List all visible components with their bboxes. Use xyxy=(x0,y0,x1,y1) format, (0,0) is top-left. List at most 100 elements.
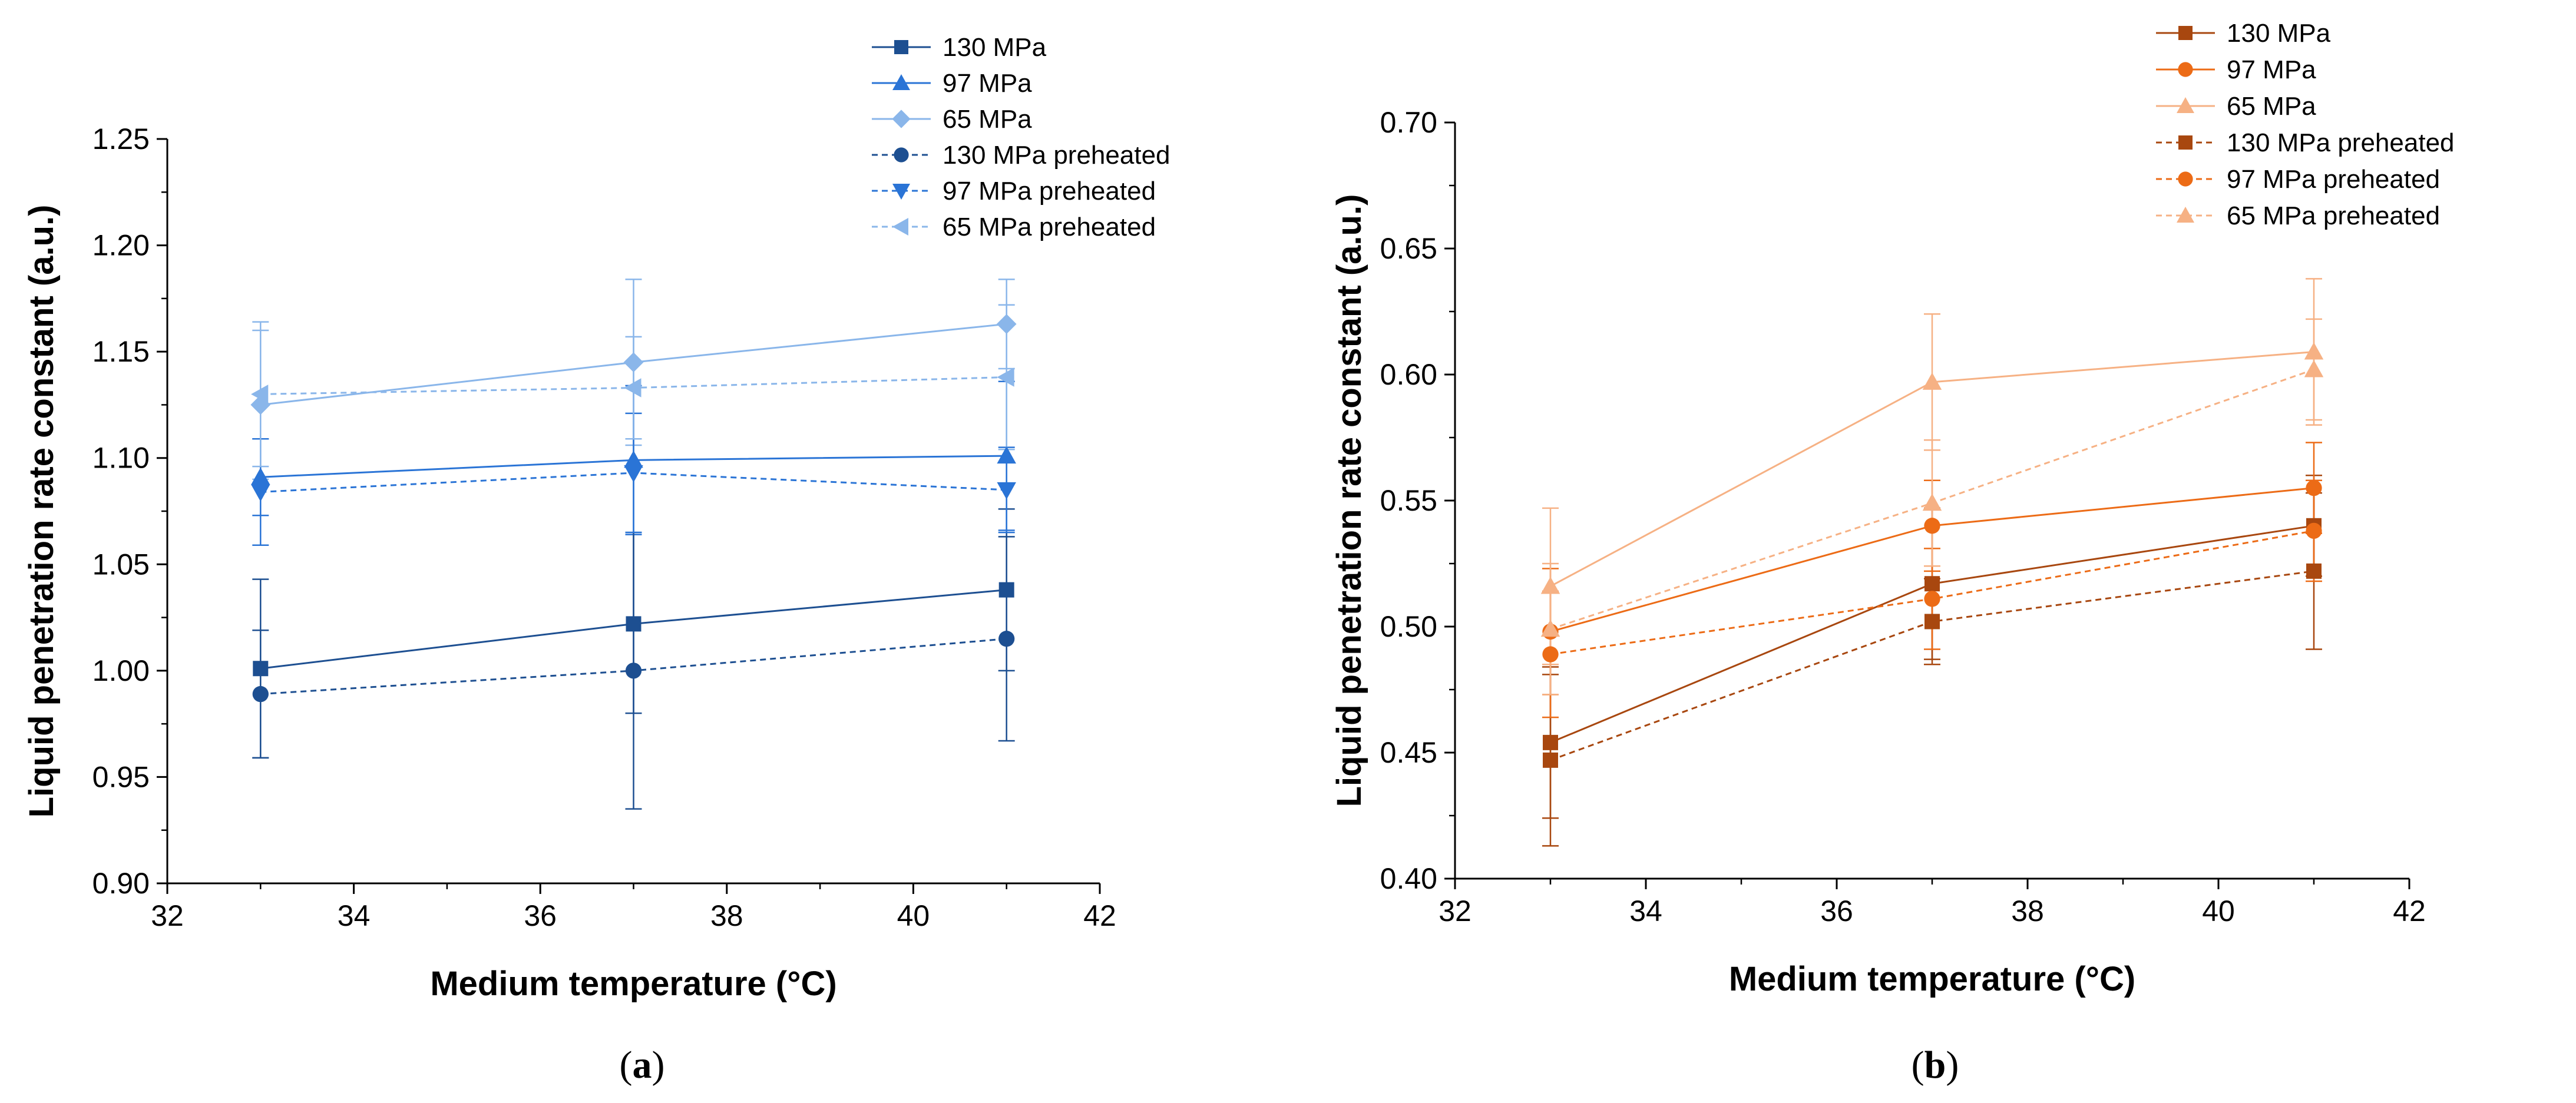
y-tick-label: 1.15 xyxy=(92,335,150,368)
legend-marker xyxy=(894,40,908,54)
y-tick-label: 0.45 xyxy=(1380,736,1437,769)
y-axis-title-b: Liquid penetration rate constant (a.u.) xyxy=(1330,194,1368,807)
data-point xyxy=(998,582,1014,598)
data-point xyxy=(253,661,269,677)
legend-marker xyxy=(2177,97,2194,113)
y-tick-label: 0.50 xyxy=(1380,610,1437,643)
data-point xyxy=(2306,479,2322,496)
legend-label: 65 MPa xyxy=(943,105,1032,134)
x-tick-label: 38 xyxy=(2011,895,2044,928)
y-tick-label: 1.00 xyxy=(92,654,150,687)
x-tick-label: 36 xyxy=(1820,895,1853,928)
y-tick-label: 0.70 xyxy=(1380,106,1437,139)
legend-marker xyxy=(894,147,909,163)
x-tick-label: 42 xyxy=(1083,899,1116,932)
legend-label: 97 MPa preheated xyxy=(943,177,1156,206)
legend-label: 97 MPa xyxy=(2227,55,2316,84)
data-point xyxy=(1924,518,1940,534)
panel-label-a: (a) xyxy=(620,1044,665,1087)
data-point xyxy=(997,367,1014,387)
x-tick-label: 32 xyxy=(1439,895,1471,928)
legend-label: 97 MPa xyxy=(943,69,1032,98)
legend-marker xyxy=(2178,62,2193,77)
data-point xyxy=(996,314,1017,334)
y-tick-label: 0.40 xyxy=(1380,862,1437,895)
chart-panel-b: 130 MPa 97 MPa 65 MPa 130 MPa preheated 97 M… xyxy=(1330,19,2455,1087)
y-ticks-b: 0.40 0.45 0.50 0.55 0.60 0.65 0.70 xyxy=(1380,106,1455,895)
data-point xyxy=(251,385,269,404)
data-point xyxy=(2304,342,2324,360)
data-point xyxy=(1543,752,1558,768)
legend-marker xyxy=(892,184,910,200)
legend-marker xyxy=(892,110,911,128)
data-point xyxy=(1543,734,1558,750)
data-point xyxy=(1924,576,1940,592)
legend-label: 65 MPa xyxy=(2227,92,2316,121)
y-tick-label: 1.05 xyxy=(92,548,150,581)
legend-marker xyxy=(2178,26,2193,40)
data-point xyxy=(2306,522,2322,539)
legend-label: 130 MPa xyxy=(2227,19,2331,48)
y-tick-label: 0.60 xyxy=(1380,358,1437,391)
data-point xyxy=(1922,493,1942,511)
legend-marker xyxy=(892,74,910,90)
legend-marker xyxy=(2177,207,2194,223)
data-point xyxy=(2306,563,2322,579)
data-point xyxy=(251,467,270,485)
y-tick-label: 1.25 xyxy=(92,122,150,155)
x-tick-label: 36 xyxy=(524,899,557,932)
legend-label: 130 MPa xyxy=(943,33,1047,62)
data-point xyxy=(1540,620,1560,637)
x-tick-label: 34 xyxy=(1629,895,1662,928)
data-point xyxy=(624,451,643,468)
x-ticks-b: 32 34 36 38 40 42 xyxy=(1439,879,2426,928)
data-point xyxy=(625,663,642,679)
y-ticks-a: 0.90 0.95 1.00 1.05 1.10 1.15 1.20 1.25 xyxy=(92,122,167,900)
data-point xyxy=(997,482,1016,500)
x-tick-label: 34 xyxy=(338,899,371,932)
data-point xyxy=(2304,360,2324,377)
data-point xyxy=(1540,577,1560,594)
legend-label: 130 MPa preheated xyxy=(2227,128,2455,157)
data-markers-a xyxy=(250,314,1017,703)
legend-marker xyxy=(2178,171,2193,187)
y-axis-title-a: Liquid penetration rate constant (a.u.) xyxy=(22,205,61,818)
data-point xyxy=(997,446,1016,464)
legend-b: 130 MPa 97 MPa 65 MPa 130 MPa preheated 97 M… xyxy=(2156,19,2455,230)
x-ticks-a: 32 34 36 38 40 42 xyxy=(151,883,1116,932)
y-tick-label: 0.95 xyxy=(92,760,150,793)
y-tick-label: 1.10 xyxy=(92,442,150,475)
data-point xyxy=(1922,372,1942,390)
y-tick-label: 0.90 xyxy=(92,867,150,900)
x-axis-title-a: Medium temperature (°C) xyxy=(430,965,836,1003)
data-point xyxy=(1924,614,1940,630)
data-point xyxy=(623,352,644,373)
data-point xyxy=(624,465,643,483)
y-tick-label: 0.55 xyxy=(1380,484,1437,517)
data-point xyxy=(998,631,1015,647)
legend-marker xyxy=(892,218,908,236)
x-tick-label: 40 xyxy=(2202,895,2235,928)
legend-label: 65 MPa preheated xyxy=(943,213,1156,241)
data-markers-b xyxy=(1540,342,2324,768)
x-tick-label: 42 xyxy=(2393,895,2426,928)
y-tick-label: 0.65 xyxy=(1380,232,1437,265)
panel-letter-a: a xyxy=(633,1044,652,1087)
x-tick-label: 38 xyxy=(710,899,743,932)
data-point xyxy=(626,616,641,632)
chart-panel-a: 130 MPa 97 MPa 65 MPa 130 MPa preheated 97 M… xyxy=(22,33,1170,1087)
panel-letter-b: b xyxy=(1924,1044,1946,1087)
y-tick-label: 1.20 xyxy=(92,229,150,262)
panel-label-b: (b) xyxy=(1912,1044,1959,1087)
x-tick-label: 40 xyxy=(897,899,930,932)
x-axis-title-b: Medium temperature (°C) xyxy=(1729,960,2135,998)
legend-label: 97 MPa preheated xyxy=(2227,165,2440,194)
data-point xyxy=(1542,646,1559,663)
data-point xyxy=(252,685,269,703)
legend-marker xyxy=(2178,135,2193,150)
x-tick-label: 32 xyxy=(151,899,184,932)
data-point xyxy=(1924,591,1940,607)
legend-label: 130 MPa preheated xyxy=(943,141,1170,170)
